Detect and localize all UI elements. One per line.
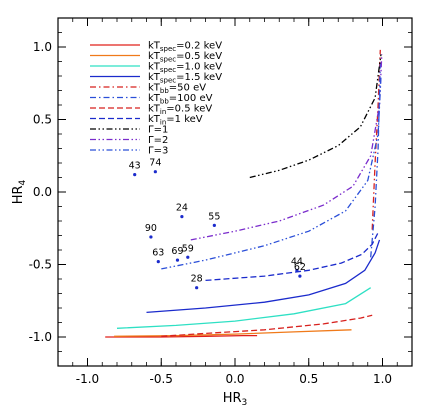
data-point-62: [298, 274, 302, 278]
data-point-90: [149, 235, 153, 239]
x-tick-label: -0.5: [150, 372, 173, 386]
series-line-s6: [370, 61, 381, 258]
data-point-44: [295, 268, 299, 272]
data-point-label: 44: [291, 256, 303, 267]
legend-label-s10: Γ=2: [148, 135, 168, 146]
data-point-74: [153, 170, 157, 174]
legend-label-s1: kTspec=0.2 keV: [148, 41, 222, 54]
legend-label-s6: kTbb=100 eV: [148, 93, 213, 106]
data-point-label: 62: [294, 262, 306, 273]
data-point-28: [195, 286, 199, 290]
series-line-s11: [161, 75, 382, 270]
legend-label-s9: Γ=1: [148, 125, 168, 136]
y-tick-label: -0.5: [29, 258, 52, 272]
y-tick-label: 1.0: [33, 40, 52, 54]
series-line-s9: [249, 54, 382, 179]
data-point-label: 24: [176, 203, 188, 214]
series-line-s7: [161, 314, 373, 337]
data-point-63: [156, 260, 160, 264]
legend-label-s4: kTspec=1.5 keV: [148, 72, 222, 85]
x-tick-label: -1.0: [76, 372, 99, 386]
x-tick-label: 0.0: [225, 372, 244, 386]
data-point-label: 43: [129, 161, 141, 172]
data-point-24: [180, 215, 184, 219]
y-tick-label: 0.0: [33, 185, 52, 199]
y-axis-label-sub: 4: [18, 179, 28, 185]
data-point-55: [212, 223, 216, 227]
data-point-label: 74: [149, 158, 161, 169]
series-line-s5: [371, 49, 381, 230]
legend-label-s3: kTspec=1.0 keV: [148, 62, 222, 75]
series-line-s2: [114, 329, 352, 337]
legend-label-s7: kTin=0.5 keV: [148, 104, 212, 117]
data-point-43: [133, 173, 137, 177]
series-line-s10: [190, 54, 383, 241]
legend-label-s5: kTbb=50 eV: [148, 83, 206, 96]
y-tick-label: -1.0: [29, 330, 52, 344]
axes-layer: -1.0 -0.5 0.0 0.5 1.0 -1.0 -0.5 0.0 0.5 1.0: [29, 17, 413, 386]
data-point-label: 55: [208, 211, 220, 222]
series-line-s3: [116, 287, 372, 329]
x-axis-label-main: HR: [223, 391, 242, 406]
x-axis-label: HR3: [223, 391, 248, 408]
x-axis-label-sub: 3: [242, 398, 248, 408]
data-point-label: 69: [171, 246, 183, 257]
data-point-69: [175, 258, 180, 262]
legend-label-s8: kTin=1 keV: [148, 114, 203, 127]
y-axis-label: HR4: [11, 179, 28, 204]
series-layer: [105, 49, 383, 338]
data-point-59: [186, 255, 190, 259]
data-point-label: 90: [145, 223, 157, 234]
data-point-label: 28: [191, 274, 203, 285]
data-point-label: 59: [182, 243, 194, 254]
data-point-label: 63: [152, 248, 164, 259]
series-line-s8: [205, 232, 379, 282]
x-tick-label: 0.5: [299, 372, 318, 386]
legend-label-s2: kTspec=0.5 keV: [148, 51, 222, 64]
y-tick-label: 0.5: [33, 113, 52, 127]
series-line-s1: [105, 334, 258, 338]
series-line-s4: [146, 239, 381, 314]
legend-label-s11: Γ=3: [148, 146, 168, 157]
x-tick-label: 1.0: [373, 372, 392, 386]
y-axis-label-main: HR: [11, 185, 26, 204]
